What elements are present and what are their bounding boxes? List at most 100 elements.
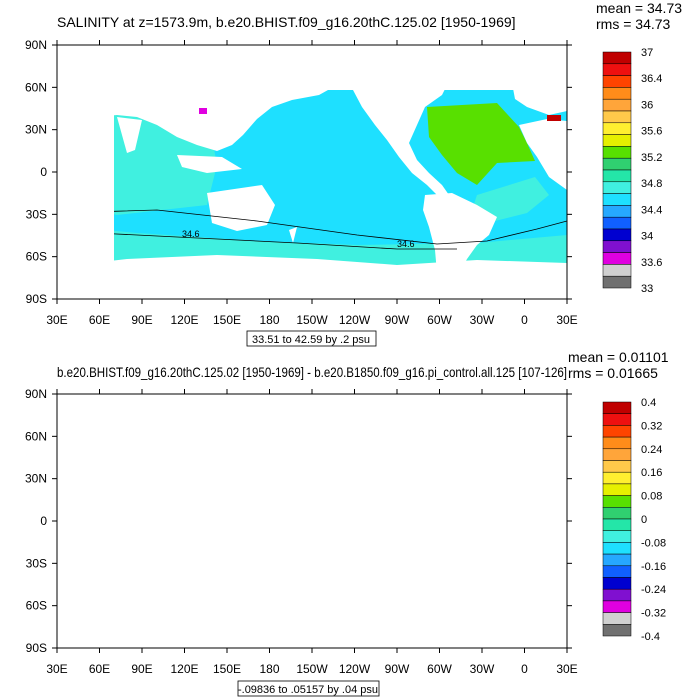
panel-2-x-tick-label: 120W (339, 662, 371, 676)
panel-2-info-box (237, 680, 380, 697)
panel-1-colorbar-swatch (602, 240, 632, 253)
panel-1-y-tick-label: 60S (26, 250, 47, 264)
panel-2-colorbar-label: -0.24 (641, 584, 666, 596)
panel-1-y-tick-label: 30S (26, 207, 47, 221)
panel-1-contour-info: 33.51 to 42.59 by .2 psu (252, 334, 370, 346)
panel-2-rms: rms = 0.01665 (568, 365, 658, 381)
panel-1-colorbar-swatch (602, 51, 632, 65)
panel-1-colorbar-swatch (602, 193, 632, 206)
panel-2-caribbean-feature (395, 502, 409, 512)
panel-2-colorbar: 0.4 0.32 0.24 0.16 0.08 0 -0.08 -0.16 -0.24 -0.32… (602, 397, 666, 643)
panel-2-colorbar-swatch (602, 495, 632, 508)
panel-2-colorbar-swatch (602, 483, 632, 496)
panel-1-atlantic-saline (427, 103, 535, 185)
panel-1-colorbar-swatch (602, 275, 632, 289)
panel-2-y-tick-label: 90N (25, 387, 47, 401)
panel-1-contour-line-2 (114, 233, 457, 250)
panel-1-x-tick-label: 120W (339, 313, 371, 327)
panel-1-colorbar-label: 33.6 (641, 257, 662, 269)
panel-2-colorbar-label: -0.16 (641, 561, 666, 573)
panel-2-arctic (57, 394, 567, 406)
panel-2-x-tick-label: 60E (89, 662, 110, 676)
panel-1-x-tick-label: 120E (170, 313, 198, 327)
panel-2-colorbar-label: 0.32 (641, 420, 662, 432)
panel-2-colorbar-swatch (602, 448, 632, 461)
panel-1-x-axis: 30E 60E 90E 120E 150E 180 150W 120W 90W 60W 30W 0 30… (46, 40, 578, 327)
panel-2-contour-info: -.09836 to .05157 by .04 psu (238, 684, 378, 696)
panel-2-x-tick-label: 150E (213, 662, 241, 676)
panel-2-x-tick-label: 30E (46, 662, 67, 676)
panel-1-contour-label-3: 34.6 (397, 239, 415, 249)
panel-1-x-tick-label: 180 (259, 313, 279, 327)
panel-1-x-tick-label: 90W (385, 313, 410, 327)
panel-2-arabian-feature (93, 486, 107, 500)
panel-1-x-tick-label: 0 (521, 313, 528, 327)
panel-1-colorbar-label: 33 (641, 283, 653, 295)
panel-1-info-box (246, 330, 377, 347)
panel-1-colorbar-swatch (602, 98, 632, 112)
panel-2: b.e20.BHIST.f09_g16.20thC.125.02 [1950-1… (25, 349, 669, 697)
panel-1-y-tick-label: 90N (25, 38, 47, 52)
panel-1-y-tick-label: 0 (40, 165, 47, 179)
panel-2-colorbar-swatch (602, 577, 632, 590)
panel-1-colorbar-label: 36 (641, 99, 653, 111)
panel-2-colorbar-swatch (602, 425, 632, 438)
panel-2-colorbar-label: 0.4 (641, 397, 656, 409)
panel-1-colorbar-swatch (602, 87, 632, 100)
panel-1-colorbar-label: 35.6 (641, 126, 662, 138)
panel-2-mean: mean = 0.01101 (568, 349, 669, 365)
panel-2-x-tick-label: 60W (427, 662, 452, 676)
panel-2-y-tick-label: 30S (26, 556, 47, 570)
panel-2-x-tick-label: 150W (296, 662, 328, 676)
panel-2-x-axis: 30E 60E 90E 120E 150E 180 150W 120W 90W 60W 30W 0 30… (46, 389, 578, 676)
panel-2-colorbar-swatch (602, 565, 632, 578)
panel-2-colorbar-swatch (602, 542, 632, 555)
panel-2-x-tick-label: 120E (170, 662, 198, 676)
panel-1-contour-label-2: 34.6 (182, 229, 200, 239)
panel-2-x-tick-label: 0 (521, 662, 528, 676)
panel-1-x-tick-label: 30E (556, 313, 577, 327)
panel-2-y-axis: 90N 60N 30N 0 30S 60S 90S (25, 387, 572, 655)
panel-1-colorbar-swatch (602, 122, 632, 135)
panel-2-colorbar-swatch (602, 600, 632, 613)
panel-2-colorbar-label: -0.32 (641, 608, 666, 620)
panel-1-colorbar-label: 34.8 (641, 178, 662, 190)
panel-1-arctic (57, 45, 567, 57)
panel-2-y-tick-label: 90S (26, 641, 47, 655)
panel-1-colorbar-swatch (602, 205, 632, 218)
panel-1-colorbar-swatch (602, 157, 632, 171)
panel-2-colorbar-swatch (602, 413, 632, 426)
panel-1-colorbar-swatch (602, 228, 632, 242)
panel-2-colorbar-swatch (602, 612, 632, 625)
panel-2-x-tick-label: 30W (470, 662, 495, 676)
panel-1-colorbar-swatch (602, 252, 632, 265)
panel-2-plot-frame (56, 393, 568, 649)
panel-1-x-tick-label: 60E (89, 313, 110, 327)
panel-1-y-tick-label: 30N (25, 123, 47, 137)
panel-1-contour-line (114, 209, 568, 245)
panel-2-y-tick-label: 0 (40, 514, 47, 528)
panel-2-title: b.e20.BHIST.f09_g16.20thC.125.02 [1950-1… (57, 364, 567, 380)
panel-1-colorbar-swatch (602, 146, 632, 159)
panel-1-colorbar-swatch (602, 110, 632, 124)
panel-1-rms: rms = 34.73 (596, 16, 671, 32)
panel-2-colorbar-swatch (602, 553, 632, 567)
panel-1-title: SALINITY at z=1573.9m, b.e20.BHIST.f09_g… (57, 14, 516, 30)
panel-1-x-tick-label: 90E (131, 313, 152, 327)
panel-1-y-axis: 90N 60N 30N 0 30S 60S 90S (25, 38, 572, 306)
panel-1-colorbar-swatch (602, 75, 632, 88)
panel-2-y-tick-label: 60S (26, 599, 47, 613)
panel-1-y-tick-label: 60N (25, 80, 47, 94)
panel-2-y-tick-label: 30N (25, 472, 47, 486)
panel-2-x-tick-label: 30E (556, 662, 577, 676)
panel-1-colorbar-swatch (602, 169, 632, 183)
panel-2-north-atlantic (449, 444, 519, 474)
panel-1-x-tick-label: 60W (427, 313, 452, 327)
panel-2-colorbar-swatch (602, 436, 632, 450)
panel-2-colorbar-swatch (602, 460, 632, 473)
panel-1-x-tick-label: 30E (46, 313, 67, 327)
panel-1-mean: mean = 34.73 (596, 0, 682, 16)
panel-2-colorbar-label: -0.08 (641, 537, 666, 549)
panel-2-x-tick-label: 90W (385, 662, 410, 676)
panel-1-colorbar-swatch (602, 134, 632, 147)
